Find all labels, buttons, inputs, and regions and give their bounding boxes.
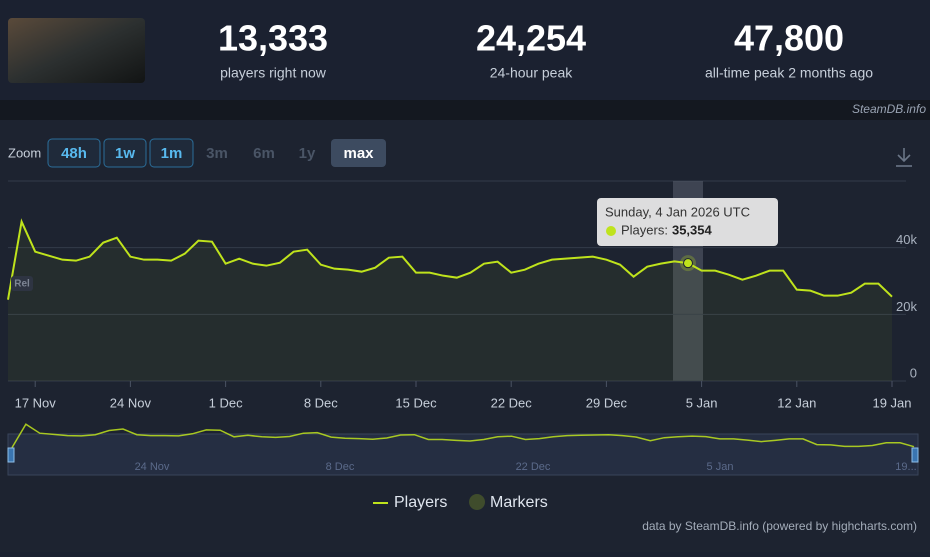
x-tick-label: 1 Dec [209,395,243,410]
stat-value: 24,254 [476,18,586,59]
players-line [7,218,893,300]
x-tick-label: 8 Dec [304,395,338,410]
tooltip-swatch [606,226,616,236]
source: SteamDB.info [852,102,926,116]
x-tick-label: 24 Nov [110,395,152,410]
zoom-button-label[interactable]: 1w [115,145,135,162]
navigator-handle[interactable] [7,447,15,463]
x-tick-label: 19 Jan [872,395,911,410]
tooltip-label: Players: [621,222,668,237]
zoom-button-label[interactable]: 1y [299,145,316,162]
hover-point [683,258,693,269]
navigator-label: 8 Dec [326,461,355,473]
x-tick-label: 22 Dec [491,395,533,410]
zoom-button[interactable] [103,138,147,168]
annotation: Rel [14,279,30,290]
legend-label[interactable]: Markers [490,494,548,511]
stat-label: 24-hour peak [490,65,574,81]
stat-label: players right now [220,65,327,81]
annotation-bg [11,276,33,291]
tooltip-bg [597,198,778,246]
chart-bg [0,120,930,552]
navigator-label: 19... [895,461,916,473]
y-tick-label: 40k [896,232,917,247]
x-tick-label: 17 Nov [15,395,57,410]
legend-label[interactable]: Players [394,494,447,511]
zoom-button-label[interactable]: max [343,145,374,162]
x-tick-label: 5 Jan [686,395,718,410]
stat-value: 47,800 [734,18,844,59]
source-band [0,100,930,120]
zoom-button[interactable] [149,138,194,168]
tooltip-value: 35,354 [672,222,713,237]
x-tick-label: 12 Jan [777,395,816,410]
navigator-line [11,423,915,448]
stat-label: all-time peak 2 months ago [705,65,873,81]
legend-marker[interactable] [469,494,485,510]
x-tick-label: 15 Dec [395,395,437,410]
credits[interactable]: data by SteamDB.info (powered by highcha… [642,519,917,533]
game-image [8,18,145,83]
zoom-label: Zoom [8,145,41,160]
y-tick-label: 0 [910,365,917,380]
y-tick-label: 20k [896,299,917,314]
navigator-label: 22 Dec [516,461,551,473]
zoom-button[interactable] [47,138,101,168]
navigator-label: 24 Nov [135,461,170,473]
zoom-button-label[interactable]: 1m [161,145,183,162]
zoom-button-label[interactable]: 3m [206,145,228,162]
x-tick-label: 29 Dec [586,395,628,410]
zoom-button[interactable] [331,139,386,167]
tooltip-date: Sunday, 4 Jan 2026 UTC [605,204,750,219]
navigator-handle[interactable] [911,447,919,463]
zoom-button-label[interactable]: 6m [253,145,275,162]
navigator-label: 5 Jan [707,461,734,473]
zoom-button-label[interactable]: 48h [61,145,87,162]
header-bg [0,0,930,100]
download-icon[interactable] [896,148,912,167]
stat-value: 13,333 [218,18,328,59]
players-area [8,221,892,381]
